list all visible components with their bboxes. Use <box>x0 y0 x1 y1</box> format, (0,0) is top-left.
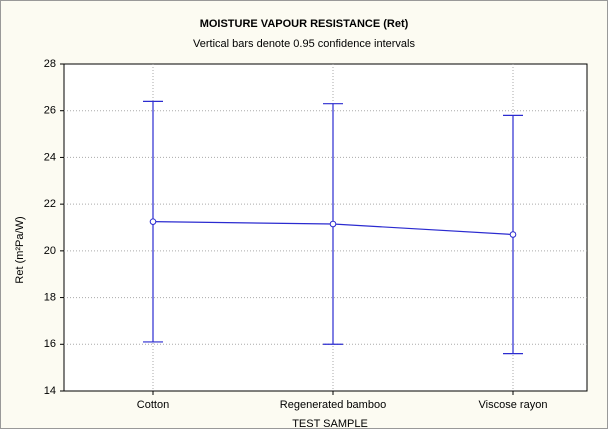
point <box>509 231 517 238</box>
x-axis-label: TEST SAMPLE <box>292 418 368 429</box>
y-tick-label: 14 <box>44 385 56 397</box>
y-tick-label: 26 <box>44 105 56 117</box>
plot-area <box>63 63 588 392</box>
y-tick-label: 20 <box>44 245 56 257</box>
y-tick-label: 24 <box>44 151 56 163</box>
y-tick-label: 22 <box>44 198 56 210</box>
y-axis-label: Ret (m²Pa/W) <box>14 216 26 283</box>
point <box>149 218 157 225</box>
y-tick-label: 18 <box>44 291 56 303</box>
x-tick-label: Viscose rayon <box>479 399 548 411</box>
chart-subtitle: Vertical bars denote 0.95 confidence int… <box>193 38 415 50</box>
y-tick-label: 16 <box>44 338 56 350</box>
x-tick-label: Cotton <box>137 399 169 411</box>
point <box>329 220 337 228</box>
x-tick-label: Regenerated bamboo <box>280 399 386 411</box>
y-tick-label: 28 <box>44 58 56 70</box>
chart-title: MOISTURE VAPOUR RESISTANCE (Ret) <box>200 18 409 30</box>
